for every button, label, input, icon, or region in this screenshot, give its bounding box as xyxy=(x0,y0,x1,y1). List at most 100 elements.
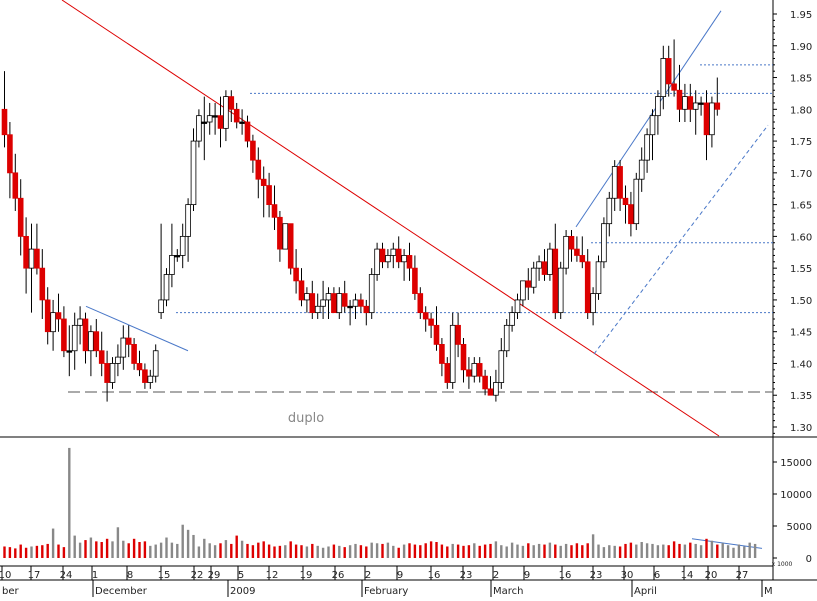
candle-body xyxy=(671,83,677,91)
candle-body xyxy=(131,343,137,364)
volume-bar xyxy=(219,543,222,558)
candle-body xyxy=(352,299,359,307)
volume-bar xyxy=(84,540,87,558)
gridlines xyxy=(0,0,817,581)
volume-bar xyxy=(78,542,82,558)
volume-bar xyxy=(143,541,147,558)
candle-body xyxy=(466,369,472,377)
candle xyxy=(174,249,181,262)
volume-bar xyxy=(705,538,708,558)
candle xyxy=(682,83,688,123)
candle-body xyxy=(509,312,515,326)
candle-body xyxy=(633,178,640,225)
volume-bar xyxy=(62,547,66,558)
candle xyxy=(628,191,634,237)
candle-body xyxy=(568,235,575,250)
volume-bar xyxy=(375,543,379,558)
month-label: 2009 xyxy=(230,586,255,597)
time-tick-label: 8 xyxy=(127,570,133,581)
volume-bar xyxy=(197,546,201,558)
candle xyxy=(422,306,429,332)
time-tick-label: 15 xyxy=(158,570,171,581)
volume-tick-label: 5000 xyxy=(787,522,812,533)
candle xyxy=(82,312,89,364)
candles-layer xyxy=(1,39,721,402)
volume-bar xyxy=(116,527,120,558)
candle-body xyxy=(185,204,191,237)
candle xyxy=(44,287,51,345)
candle-body xyxy=(282,223,289,250)
candle xyxy=(530,261,537,294)
candle-body xyxy=(590,293,596,314)
volume-bar xyxy=(8,547,12,558)
candle-body xyxy=(412,267,418,294)
candle xyxy=(147,369,154,389)
volume-bar xyxy=(483,544,487,558)
volume-bar xyxy=(699,545,703,558)
candle xyxy=(152,344,159,383)
candle-body xyxy=(147,375,154,383)
candle-body xyxy=(169,255,175,275)
candle-body xyxy=(152,350,159,377)
time-tick-label: 12 xyxy=(266,570,279,581)
candle xyxy=(433,306,440,351)
candle xyxy=(617,160,623,211)
volume-bar xyxy=(753,543,757,558)
volume-bar xyxy=(510,542,514,558)
volume-bar xyxy=(89,537,93,558)
volume-bar xyxy=(446,546,449,558)
volume-bar xyxy=(257,542,260,558)
candle xyxy=(482,369,488,396)
candle xyxy=(50,299,56,351)
volume-bar xyxy=(294,544,298,558)
candle xyxy=(633,172,640,231)
candle xyxy=(665,45,672,97)
candle-body xyxy=(692,102,699,110)
candle-body xyxy=(17,197,24,237)
time-tick-label: 23 xyxy=(460,570,473,581)
volume-bar xyxy=(213,545,217,558)
candle xyxy=(655,90,661,135)
volume-bar xyxy=(440,544,444,558)
volume-bar xyxy=(554,544,557,558)
time-tick-label: 9 xyxy=(397,570,403,581)
volume-bar xyxy=(737,544,741,558)
candle-body xyxy=(687,96,694,110)
volume-bar xyxy=(278,545,282,558)
volume-bar xyxy=(689,542,692,558)
volume-bar xyxy=(348,545,352,558)
candle xyxy=(217,96,224,148)
candle-body xyxy=(341,293,348,307)
candle-body xyxy=(98,350,105,364)
candle-body xyxy=(212,115,218,118)
candle xyxy=(163,268,170,307)
volume-bar xyxy=(640,542,643,558)
candle-body xyxy=(628,204,634,225)
candle xyxy=(568,230,575,262)
volume-bar xyxy=(575,543,579,558)
volume-bar xyxy=(343,547,346,558)
candle xyxy=(476,357,483,383)
volume-bar xyxy=(332,544,336,558)
candle-body xyxy=(514,299,521,314)
candle xyxy=(406,242,413,281)
candle-body xyxy=(574,248,580,256)
candle xyxy=(142,363,148,389)
month-label: February xyxy=(364,586,408,597)
candle xyxy=(233,102,240,129)
month-label: M xyxy=(764,586,773,597)
volume-bar xyxy=(473,543,476,558)
candle xyxy=(71,312,78,370)
candle-body xyxy=(482,375,488,390)
candle-body xyxy=(476,363,483,377)
volume-bar xyxy=(154,544,157,558)
candle-body xyxy=(439,343,445,364)
candle-body xyxy=(525,280,532,288)
candle xyxy=(61,306,67,358)
volume-bar xyxy=(149,545,152,558)
candle xyxy=(190,128,197,211)
volume-bar xyxy=(543,544,546,558)
candle-body xyxy=(271,204,278,218)
candle xyxy=(293,249,299,294)
